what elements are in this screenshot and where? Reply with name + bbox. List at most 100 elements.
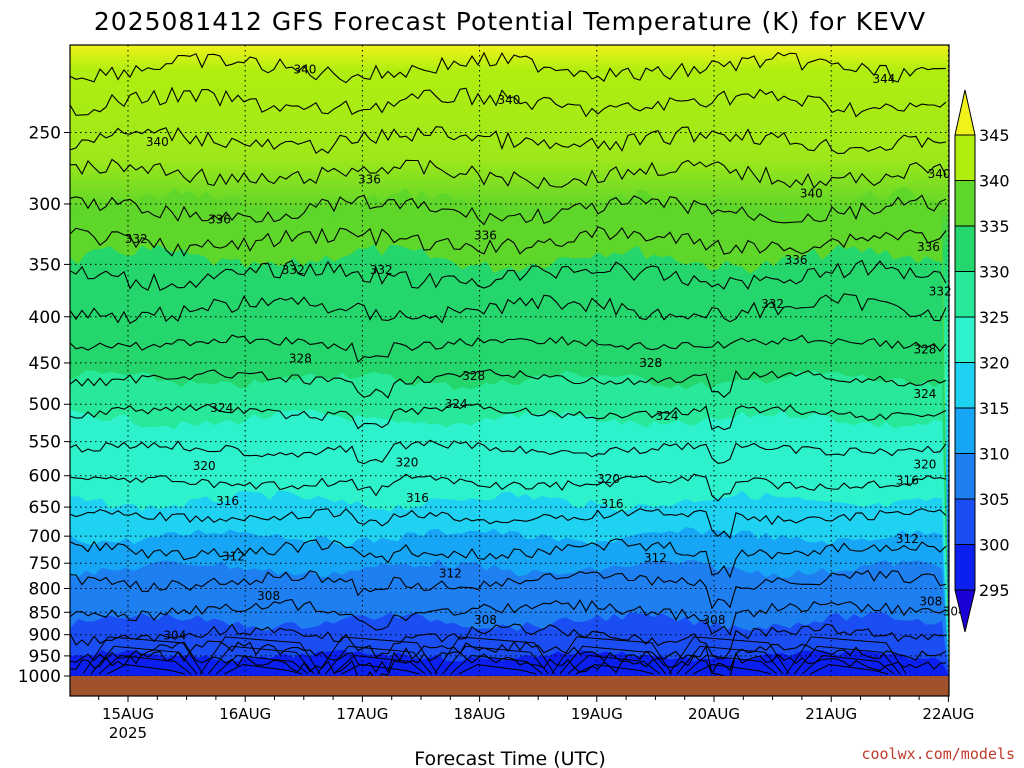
contour-line [668,636,790,675]
colorbar-label: 330 [979,263,1010,282]
colorbar-label: 345 [979,126,1010,145]
y-tick-label: 800 [29,580,61,600]
contour-line [98,654,192,675]
contour-line [801,654,895,675]
x-tick-label: 19AUG [571,705,623,723]
contour-line [70,158,947,190]
x-axis: 15AUG 16AUG 17AUG 18AUG 19AUG 20AUG 21AUG 22AUG [98,696,974,723]
plot-area: 340 340 344 340 340 340 336 336 336 336 336 332 332 3… [69,44,966,697]
contour-line [575,663,654,675]
contour-line [333,654,426,675]
y-tick-label: 450 [29,354,61,374]
contour-label: 312 [222,549,245,563]
contour-line [785,636,907,675]
contour-label: 340 [146,135,169,149]
contour-line [70,439,947,465]
contour-label: 328 [289,352,312,366]
contour-label: 340 [294,63,317,77]
contour-line [223,663,303,675]
contour-layer [70,51,947,676]
colorbar-swatch [954,407,976,454]
contour-label: 340 [800,186,823,200]
contour-line [325,645,432,675]
colorbar-label: 340 [979,172,1010,191]
y-tick-label: 300 [29,195,61,215]
x-tick-label: 20AUG [688,705,740,723]
colorbar-swatch [954,225,976,272]
contour-line [567,654,661,675]
x-tick-label: 16AUG [219,705,271,723]
contour-label: 332 [761,297,784,311]
contour-label: 324 [656,409,679,423]
contour-line [450,654,543,675]
contour-line [199,636,321,675]
contour-line [793,645,901,675]
contour-label: 332 [370,263,393,277]
contour-label: 324 [210,401,233,415]
y-tick-label: 1000 [18,667,61,687]
contour-label: 320 [597,472,620,486]
contour-label: 340 [928,167,951,181]
contour-line [341,663,420,675]
contour-line [70,86,947,118]
colorbar-label: 295 [979,581,1010,600]
contour-label: 308 [257,589,280,603]
x-axis-title: Forecast Time (UTC) [414,748,605,768]
x-tick-label: 15AUG [102,705,154,723]
contour-label: 312 [644,551,667,565]
contour-line [70,402,947,431]
y-tick-label: 550 [29,433,61,453]
contour-label: 336 [785,253,808,267]
colorbar-swatch [954,362,976,409]
contour-label: 328 [462,369,485,383]
band-layer [70,186,949,676]
contour-line [70,334,947,363]
colorbar-label: 315 [979,399,1010,418]
colorbar-swatch [954,544,976,591]
contour-label: 316 [601,497,624,511]
contour-line [676,645,784,675]
contour-label: 336 [474,228,497,242]
contour-line [692,663,772,675]
y-tick-label: 700 [29,527,61,547]
contour-line [82,636,204,675]
contour-line [70,623,947,660]
colorbar-label: 300 [979,536,1010,555]
contour-label: 332 [282,263,305,277]
contour-label: 320 [395,455,418,469]
contour-label: 308 [474,613,497,627]
y-tick-label: 850 [29,603,61,623]
colorbar-swatch [954,498,976,545]
colorbar-swatch [954,180,976,227]
contour-line [215,654,309,675]
contour-label: 336 [208,212,231,226]
contour-line [70,599,947,636]
contour-line [70,473,947,502]
y-axis: 250 300 350 400 450 500 550 600 650 700 750 800 850 9… [18,123,70,687]
y-tick-label: 900 [29,626,61,646]
contour-line [442,645,549,675]
contour-label: 340 [497,93,520,107]
contour-label: 344 [872,72,895,86]
y-tick-label: 250 [29,123,61,143]
contour-line [207,645,315,675]
y-tick-label: 350 [29,255,61,275]
contour-line [316,636,438,675]
contour-label: 312 [439,567,462,581]
contour-label: 336 [917,240,940,254]
ground-bar [70,676,949,696]
contour-line [559,645,667,675]
contour-label: 324 [914,387,937,401]
colorbar-label: 320 [979,354,1010,373]
contour-line [684,654,778,675]
contour-line [70,569,947,610]
contour-label: 320 [914,457,937,471]
plot-frame [69,44,950,697]
contour-line [90,645,198,675]
colorbar-label: 325 [979,308,1010,327]
contour-label: 328 [914,343,937,357]
colorbar-swatch [954,453,976,500]
y-tick-label: 650 [29,498,61,518]
contour-line [70,293,947,325]
colorbar-label: 310 [979,445,1010,464]
